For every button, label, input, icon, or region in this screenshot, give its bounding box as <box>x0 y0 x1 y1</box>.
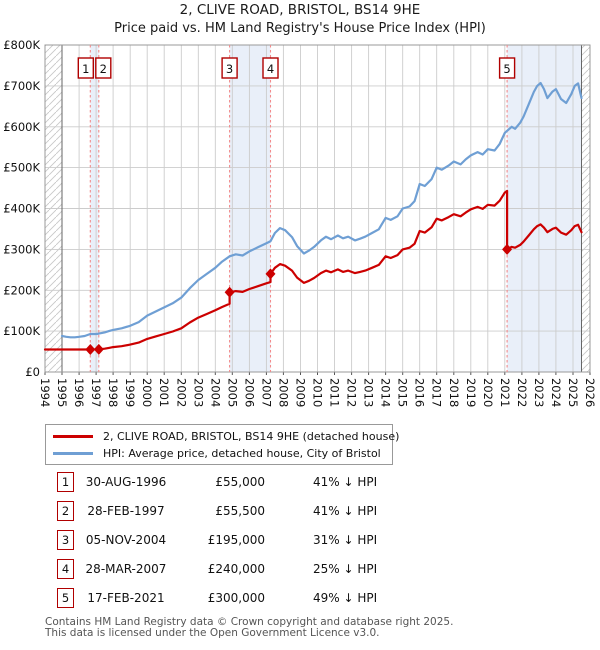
svg-text:5: 5 <box>503 62 510 76</box>
transaction-number-badge: 3 <box>57 530 74 550</box>
property-line-swatch <box>53 435 93 438</box>
svg-text:2000: 2000 <box>140 378 154 407</box>
svg-text:1994: 1994 <box>38 378 52 407</box>
svg-text:2012: 2012 <box>345 378 359 407</box>
svg-text:2022: 2022 <box>515 378 529 407</box>
svg-text:£0: £0 <box>25 365 40 379</box>
svg-text:2002: 2002 <box>174 378 188 407</box>
svg-text:2005: 2005 <box>225 378 239 407</box>
transaction-date: 17-FEB-2021 <box>87 591 165 605</box>
svg-text:2: 2 <box>100 62 107 76</box>
transaction-vs-hpi: 41% ↓ HPI <box>313 504 378 518</box>
svg-text:2023: 2023 <box>532 378 546 407</box>
license-footer: Contains HM Land Registry data © Crown c… <box>45 617 453 639</box>
svg-text:2008: 2008 <box>276 378 290 407</box>
footer-line2: This data is licensed under the Open Gov… <box>45 627 380 639</box>
transaction-vs-hpi: 49% ↓ HPI <box>313 591 378 605</box>
hpi-line-swatch <box>53 452 93 455</box>
svg-text:1996: 1996 <box>72 378 86 407</box>
transaction-price: £300,000 <box>207 591 265 605</box>
svg-text:2011: 2011 <box>328 378 342 407</box>
transaction-row: 1 30-AUG-1996 £55,000 41% ↓ HPI <box>0 472 600 494</box>
svg-text:2015: 2015 <box>396 378 410 407</box>
svg-text:2013: 2013 <box>362 378 376 407</box>
transaction-price: £55,000 <box>215 475 265 489</box>
price-chart: 1 2 3 4 5 £0 £100K £200K £300K £400K £500K £600K £70… <box>3 38 597 407</box>
svg-text:3: 3 <box>226 62 233 76</box>
svg-text:2016: 2016 <box>413 378 427 407</box>
svg-text:2018: 2018 <box>447 378 461 407</box>
svg-text:1995: 1995 <box>55 378 69 407</box>
svg-text:1998: 1998 <box>106 378 120 407</box>
transaction-row: 4 28-MAR-2007 £240,000 25% ↓ HPI <box>0 559 600 581</box>
legend-row-hpi: HPI: Average price, detached house, City… <box>46 445 392 462</box>
transaction-date: 30-AUG-1996 <box>85 475 167 489</box>
transaction-price: £240,000 <box>207 562 265 576</box>
svg-text:£800K: £800K <box>3 38 40 52</box>
transaction-price: £195,000 <box>207 533 265 547</box>
svg-text:2024: 2024 <box>549 378 563 407</box>
transaction-row: 2 28-FEB-1997 £55,500 41% ↓ HPI <box>0 501 600 523</box>
svg-text:2021: 2021 <box>498 378 512 407</box>
legend-row-property: 2, CLIVE ROAD, BRISTOL, BS14 9HE (detach… <box>46 428 399 445</box>
svg-text:2014: 2014 <box>379 378 393 407</box>
footer-line1: Contains HM Land Registry data © Crown c… <box>45 616 454 628</box>
svg-text:£600K: £600K <box>3 120 40 134</box>
svg-text:1997: 1997 <box>89 378 103 407</box>
transaction-date: 28-MAR-2007 <box>85 562 167 576</box>
legend-label-property: 2, CLIVE ROAD, BRISTOL, BS14 9HE (detach… <box>103 430 400 443</box>
transaction-row: 3 05-NOV-2004 £195,000 31% ↓ HPI <box>0 530 600 552</box>
svg-text:2017: 2017 <box>430 378 444 407</box>
svg-text:£300K: £300K <box>3 242 40 256</box>
svg-text:£400K: £400K <box>3 202 40 216</box>
page-subtitle: Price paid vs. HM Land Registry's House … <box>114 21 486 36</box>
transaction-number-badge: 1 <box>57 472 74 492</box>
transaction-vs-hpi: 41% ↓ HPI <box>313 475 378 489</box>
svg-text:£500K: £500K <box>3 161 40 175</box>
transaction-price: £55,500 <box>215 504 265 518</box>
svg-text:2020: 2020 <box>481 378 495 407</box>
svg-text:1999: 1999 <box>123 378 137 407</box>
svg-text:2010: 2010 <box>311 378 325 407</box>
transaction-date: 05-NOV-2004 <box>85 533 167 547</box>
svg-text:1: 1 <box>82 62 89 76</box>
chart-legend: 2, CLIVE ROAD, BRISTOL, BS14 9HE (detach… <box>45 424 399 465</box>
svg-text:2025: 2025 <box>566 378 580 407</box>
svg-text:2006: 2006 <box>242 378 256 407</box>
transaction-number-badge: 2 <box>57 501 74 521</box>
transaction-number-badge: 4 <box>57 559 74 579</box>
svg-text:2026: 2026 <box>583 378 597 407</box>
svg-text:2019: 2019 <box>464 378 478 407</box>
svg-text:2003: 2003 <box>191 378 205 407</box>
transaction-vs-hpi: 25% ↓ HPI <box>313 562 378 576</box>
svg-text:£100K: £100K <box>3 324 40 338</box>
legend-label-hpi: HPI: Average price, detached house, City… <box>103 447 381 460</box>
svg-text:4: 4 <box>267 62 274 76</box>
transaction-row: 5 17-FEB-2021 £300,000 49% ↓ HPI <box>0 588 600 610</box>
svg-text:£200K: £200K <box>3 283 40 297</box>
transaction-vs-hpi: 31% ↓ HPI <box>313 533 378 547</box>
transaction-number-badge: 5 <box>57 588 74 608</box>
svg-text:2009: 2009 <box>294 378 308 407</box>
svg-text:2004: 2004 <box>208 378 222 407</box>
page-title: 2, CLIVE ROAD, BRISTOL, BS14 9HE <box>179 2 421 18</box>
svg-text:2001: 2001 <box>157 378 171 407</box>
transaction-date: 28-FEB-1997 <box>87 504 165 518</box>
svg-text:2007: 2007 <box>259 378 273 407</box>
svg-text:£700K: £700K <box>3 79 40 93</box>
